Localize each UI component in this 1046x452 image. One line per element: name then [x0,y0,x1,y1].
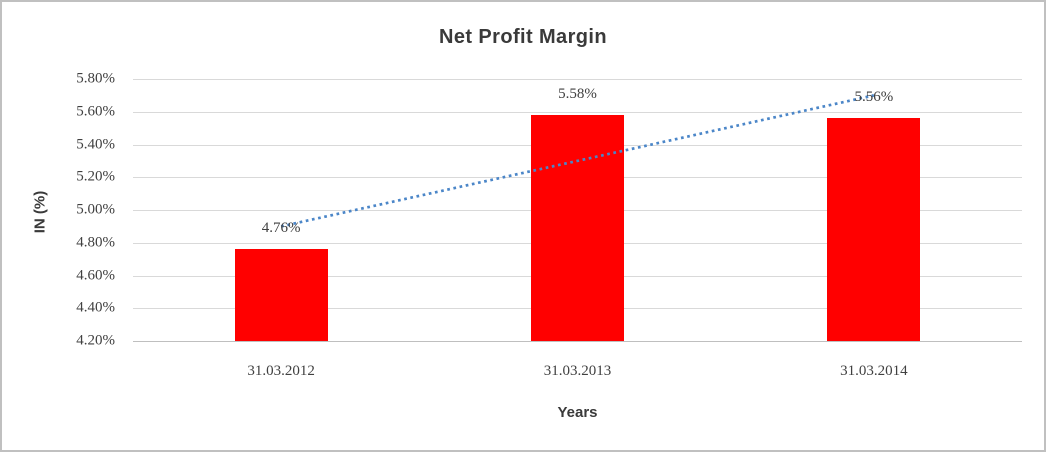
bar-value-label: 5.58% [558,86,597,103]
x-tick-label: 31.03.2012 [247,363,315,379]
trendline [280,94,875,228]
x-axis-tick-labels: 31.03.2012 31.03.2013 31.03.2014 [133,341,1022,381]
gridline [133,111,1022,113]
y-tick-label: 4.20% [76,332,115,349]
x-tick-label: 31.03.2014 [840,363,908,379]
y-tick-label: 4.60% [76,267,115,283]
gridline [133,341,1022,342]
y-tick-label: 5.00% [76,201,115,218]
bar-value-label: 4.76% [261,220,301,237]
x-axis-title: Years [557,404,598,421]
plot-area: 4.76% 5.58% 5.56% [133,79,1022,342]
chart-title: Net Profit Margin [439,26,607,48]
x-tick-label: 31.03.2013 [543,363,612,379]
bar-31.03.2012 [234,249,328,341]
y-tick-label: 4.40% [76,299,115,316]
y-tick-label: 4.80% [76,234,115,251]
y-tick-label: 5.60% [76,103,115,120]
bar-31.03.2014 [827,118,921,341]
y-tick-label: 5.20% [76,168,115,185]
y-axis-tick-labels: 5.80% 5.60% 5.40% 5.20% 5.00% 4.80% 4.60% 4.40%… [2,71,123,349]
gridline [133,79,1022,80]
y-tick-label: 5.40% [76,136,115,152]
bar-value-label: 5.56% [854,89,894,106]
y-tick-label: 5.80% [76,70,115,87]
